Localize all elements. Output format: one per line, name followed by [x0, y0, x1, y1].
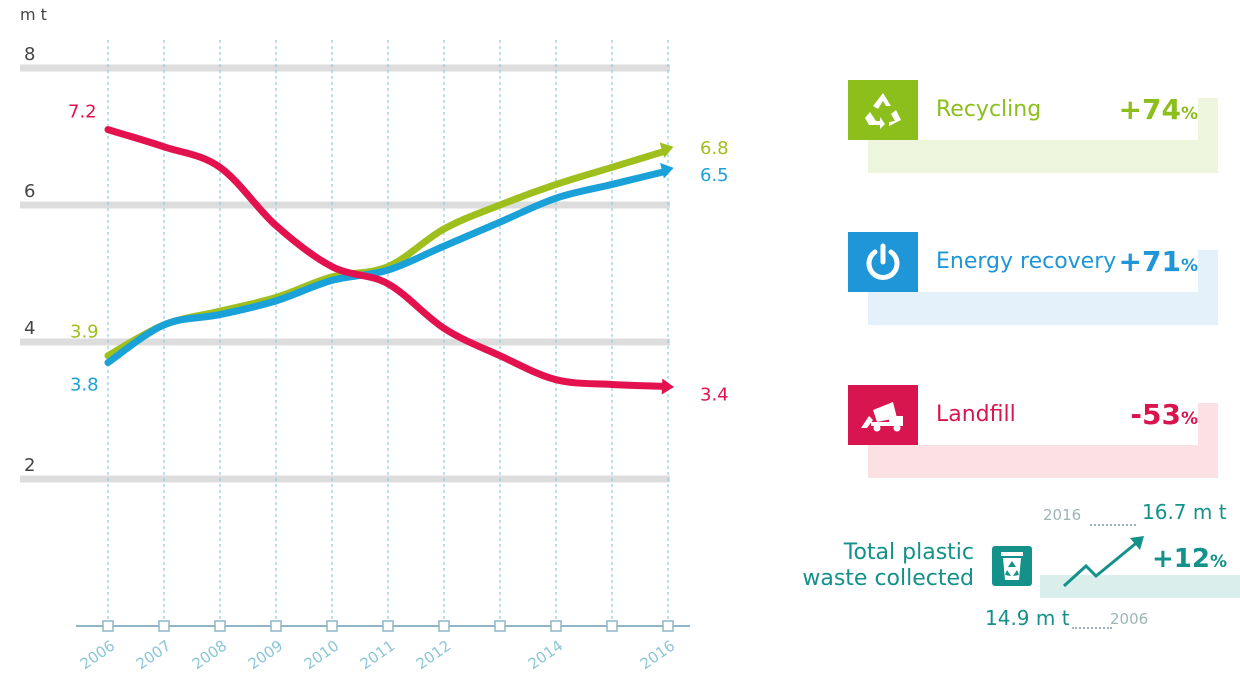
total-leader-start: [1072, 627, 1112, 629]
total-year-start: 2006: [1110, 610, 1149, 628]
total-year-end: 2016: [1043, 506, 1082, 524]
x-tick-2007: 2007: [133, 637, 175, 674]
power-icon: [848, 232, 918, 292]
series-line-energy-recovery: [104, 168, 666, 367]
total-panel: Total plastic waste collected 2016 16.7 …: [780, 500, 1240, 678]
series-arrow-recycling: [659, 142, 674, 158]
x-marker-2006: [102, 620, 114, 632]
x-marker-2009: [270, 620, 282, 632]
card-landfill: Landfill -53%: [848, 385, 1218, 478]
card-energy-percent-unit: %: [1180, 256, 1198, 276]
x-marker-2012: [438, 620, 450, 632]
series-start-label-landfill: 7.2: [68, 102, 97, 123]
card-landfill-percent: -53%: [1130, 385, 1198, 445]
total-title-line2: waste collected: [802, 566, 974, 591]
x-marker-2008: [214, 620, 226, 632]
series-end-label-recycling: 6.8: [700, 138, 729, 159]
total-title-line1: Total plastic: [843, 540, 974, 565]
series-end-label-landfill: 3.4: [700, 385, 729, 406]
x-tick-2010: 2010: [301, 637, 343, 674]
x-tick-2008: 2008: [189, 637, 231, 674]
total-value-start: 14.9 m t: [985, 606, 1070, 630]
card-landfill-percent-value: -53: [1130, 398, 1181, 431]
total-title: Total plastic waste collected: [802, 540, 974, 592]
y-tick-8: 8: [24, 44, 35, 65]
card-landfill-label: Landfill: [936, 402, 1016, 427]
card-recycling-percent-value: +74: [1118, 93, 1181, 126]
total-percent-unit: %: [1209, 552, 1228, 572]
y-tick-4: 4: [24, 318, 35, 339]
x-marker-2011: [382, 620, 394, 632]
x-marker-2007: [158, 620, 170, 632]
total-percent-value: +12: [1152, 544, 1210, 574]
card-landfill-label-area: [918, 385, 1198, 445]
series-arrow-landfill: [661, 378, 674, 395]
x-tick-2009: 2009: [245, 637, 287, 674]
trend-up-icon: [1062, 536, 1144, 588]
card-landfill-percent-unit: %: [1180, 409, 1198, 429]
series-line-recycling: [104, 148, 666, 360]
x-tick-2006: 2006: [77, 637, 119, 674]
card-energy-recovery: Energy recovery +71%: [848, 232, 1218, 325]
dump-truck-icon: [848, 385, 918, 445]
card-recycling-label: Recycling: [936, 97, 1042, 122]
total-value-end: 16.7 m t: [1142, 500, 1227, 524]
x-marker-2016: [662, 620, 674, 632]
y-tick-2: 2: [24, 455, 35, 476]
x-tick-2011: 2011: [357, 637, 399, 674]
series-start-label-energy-recovery: 3.8: [70, 375, 99, 396]
card-energy-label: Energy recovery: [936, 249, 1117, 274]
card-energy-percent-value: +71: [1118, 245, 1181, 278]
series-line-landfill: [104, 126, 666, 390]
x-tick-2016: 2016: [637, 637, 679, 674]
y-tick-6: 6: [24, 181, 35, 202]
card-energy-label-area: [918, 232, 1198, 292]
card-energy-percent: +71%: [1119, 232, 1198, 292]
x-marker-2015: [606, 620, 618, 632]
series-end-label-energy-recovery: 6.5: [700, 165, 729, 186]
total-bg: [1040, 575, 1240, 598]
x-marker-2010: [326, 620, 338, 632]
x-tick-2014: 2014: [525, 637, 567, 674]
recycle-icon: [848, 80, 918, 140]
card-recycling-label-area: [918, 80, 1198, 140]
x-marker-2014: [550, 620, 562, 632]
total-leader-end: [1090, 524, 1136, 526]
card-recycling-percent-unit: %: [1180, 104, 1198, 124]
total-percent: +12%: [1152, 544, 1227, 574]
series-start-label-recycling: 3.9: [70, 322, 99, 343]
x-marker-2013: [494, 620, 506, 632]
card-recycling-percent: +74%: [1119, 80, 1198, 140]
x-tick-2012: 2012: [413, 637, 455, 674]
y-unit-label: m t: [20, 5, 47, 24]
card-recycling: Recycling +74%: [848, 80, 1218, 173]
series-arrow-energy-recovery: [660, 162, 674, 179]
line-chart: m t 2 4 6 8 2006 2007 2008 2009 2010 2011 2012 2014 2…: [20, 5, 729, 674]
recycle-bin-icon: [992, 546, 1032, 586]
